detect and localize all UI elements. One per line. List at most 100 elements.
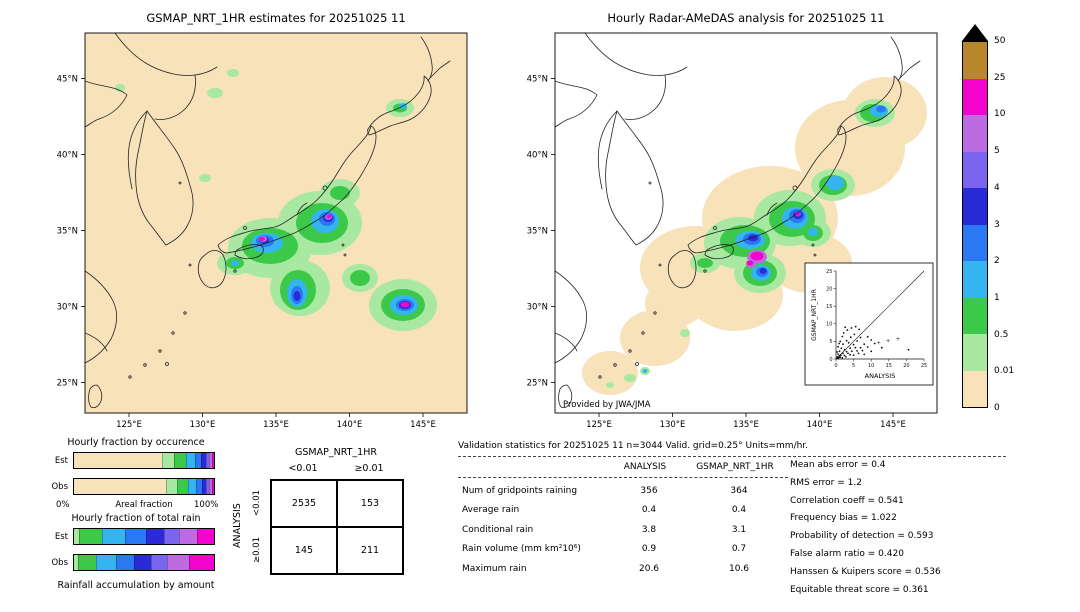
occurrence-est-label: Est [54,456,68,466]
scatter-point [836,356,839,358]
stat-analysis-value: 356 [640,485,658,496]
inset-x-tick-label: 10 [868,363,874,369]
stat-gsmap-value: 364 [730,485,748,496]
bar-segment [74,453,163,468]
colorbar-ticks: 50 25 10 5 4 3 2 1 0.5 0.01 0 [994,36,1034,413]
colorbar-band [963,151,987,188]
score-line: Probability of detection = 0.593 [790,531,934,542]
validation-row: Average rain 0.4 0.4 [458,501,790,521]
occurrence-axis-100: 100% [194,500,219,510]
occurrence-chart-title: Hourly fraction by occurence [67,437,205,448]
stat-analysis-value: 20.6 [638,563,660,574]
totalrain-caption: Rainfall accumulation by amount [57,580,215,591]
x-tick-label: 135°E [733,420,759,430]
x-tick-label: 145°E [410,420,436,430]
validation-scores: Mean abs error = 0.4 RMS error = 1.2 Corre… [790,457,1070,599]
scatter-point [866,335,869,338]
scatter-point [841,357,844,359]
scatter-point [849,353,851,356]
scatter-point [844,326,847,329]
totalrain-obs-label: Obs [51,558,68,568]
y-tick-label: 30°N [527,303,548,313]
totalrain-obs-bar [73,554,215,571]
colorbar-tick-label: 1 [994,292,1000,303]
validation-title: Validation statistics for 20251025 11 n=… [458,441,809,451]
bar-segment [74,529,80,544]
bar-segment [206,453,210,468]
colorbar-band [963,297,987,334]
scatter-point [840,354,842,356]
bar-segment [162,453,175,468]
scatter-point [836,351,838,353]
score-line: Mean abs error = 0.4 [790,460,886,470]
colorbar-tick-label: 0.01 [994,366,1015,377]
colorbar-tick-label: 50 [994,36,1006,46]
divider-header [458,477,788,478]
contingency-cell-01: 153 [337,480,403,527]
y-tick-label: 30°N [57,303,78,313]
scatter-point [854,325,857,328]
y-tick-label: 25°N [57,379,78,389]
bar-segment [197,529,214,544]
totalrain-est-label: Est [54,532,68,542]
x-tick-label: 135°E [263,420,289,430]
contingency-col-label-0: <0.01 [288,463,318,474]
totalrain-chart-title: Hourly fraction of total rain [71,513,201,524]
bar-segment [178,529,198,544]
scatter-point [842,332,845,334]
x-tick-label: 130°E [190,420,216,430]
colorbar-band [963,188,987,225]
inset-x-tick-label: 15 [886,363,892,369]
scatter-point [873,342,876,345]
scatter-point [863,353,866,356]
colorbar-band [963,261,987,298]
stat-gsmap-value: 0.7 [731,544,747,555]
scatter-point [837,353,839,355]
score-line: Correlation coeff = 0.541 [790,495,904,506]
scatter-point [846,329,849,331]
scatter-point [845,350,848,353]
bar-segment [77,555,97,570]
scatter-point [856,350,858,352]
inset-x-tick-label: 5 [852,363,855,369]
scatter-point [838,350,841,353]
scatter-plus-point: + [896,336,900,342]
credit-text: Provided by JWA/JMA [563,400,651,410]
stat-label: Maximum rain [462,563,527,574]
y-tick-label: 35°N [527,227,548,237]
colorbar-band [963,115,987,152]
stat-label: Conditional rain [462,524,534,535]
contingency-row-group: ANALYSIS [232,503,243,549]
bar-segment [74,555,78,570]
colorbar-band [963,78,987,115]
scatter-point [840,347,843,350]
occurrence-obs-label: Obs [51,482,68,492]
x-tick-label: 145°E [880,420,906,430]
y-tick-label: 45°N [57,75,78,85]
occurrence-axis-0: 0% [56,500,70,510]
bar-segment [201,479,207,494]
contingency-col-label-1: ≥0.01 [354,463,384,474]
totalrain-est-bar [73,528,215,545]
bar-segment [146,529,165,544]
scatter-point [850,327,853,329]
y-tick-label: 40°N [527,151,548,161]
inset-y-tick-label: 25 [826,269,832,275]
scatter-point [850,350,853,353]
bar-segment [211,479,214,494]
score-line: Equitable threat score = 0.361 [790,584,929,595]
radar-map: + + + 00 5 5 10 10 15 15 20 20 25 25 ANALYSIS GSMAP_… [527,32,938,430]
scatter-point [847,352,849,355]
scatter-point [852,354,855,356]
scatter-point [858,328,861,331]
scatter-point [849,347,851,349]
x-tick-label: 125°E [116,420,142,430]
bar-segment [74,479,167,494]
scatter-point [841,335,844,338]
colorbar-band [963,334,987,371]
one-to-one-line [835,270,925,360]
bar-segment [164,529,179,544]
bar-segment [166,479,178,494]
scatter-point [847,341,850,344]
scatter-point [870,350,873,353]
